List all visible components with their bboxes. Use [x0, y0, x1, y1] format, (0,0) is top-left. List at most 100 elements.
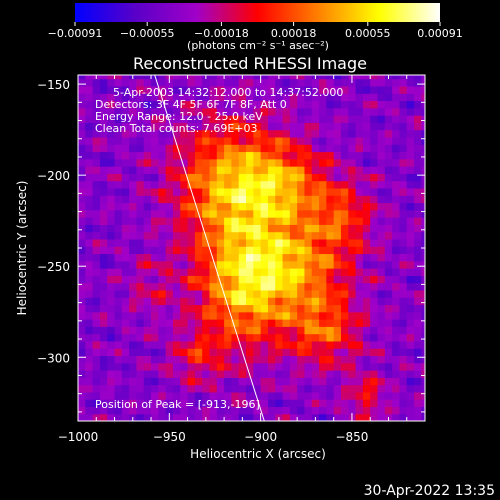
- heatmap-cell: [172, 326, 181, 335]
- heatmap-cell: [282, 173, 291, 182]
- heatmap-cell: [377, 93, 386, 102]
- heatmap-cell: [377, 399, 386, 408]
- heatmap-cell: [194, 268, 203, 276]
- heatmap-cell: [92, 187, 101, 196]
- heatmap-cell: [289, 391, 298, 400]
- heatmap-cell: [348, 93, 357, 102]
- heatmap-cell: [172, 166, 181, 174]
- heatmap-cell: [340, 166, 349, 174]
- heatmap-cell: [224, 209, 233, 218]
- heatmap-cell: [421, 173, 425, 182]
- heatmap-cell: [414, 406, 422, 415]
- heatmap-cell: [114, 311, 123, 320]
- heatmap-cell: [282, 297, 291, 306]
- heatmap-cell: [275, 195, 284, 204]
- heatmap-cell: [231, 78, 240, 87]
- heatmap-cell: [406, 340, 415, 349]
- heatmap-cell: [377, 187, 386, 196]
- heatmap-cell: [238, 93, 247, 102]
- heatmap-cell: [333, 268, 342, 276]
- heatmap-cell: [275, 304, 284, 313]
- heatmap-cell: [224, 231, 233, 240]
- heatmap-cell: [158, 268, 167, 276]
- heatmap-cell: [289, 260, 298, 269]
- heatmap-cell: [392, 362, 401, 371]
- heatmap-cell: [99, 195, 108, 204]
- heatmap-cell: [224, 319, 233, 327]
- heatmap-cell: [136, 224, 145, 233]
- heatmap-cell: [136, 75, 145, 80]
- heatmap-cell: [231, 136, 240, 145]
- heatmap-cell: [238, 282, 247, 291]
- heatmap-cell: [260, 187, 269, 196]
- heatmap-cell: [143, 151, 152, 160]
- heatmap-cell: [421, 253, 425, 262]
- heatmap-cell: [151, 173, 159, 182]
- heatmap-cell: [114, 333, 123, 342]
- heatmap-cell: [85, 173, 94, 182]
- heatmap-cell: [414, 289, 422, 298]
- heatmap-cell: [121, 100, 130, 109]
- heatmap-cell: [85, 268, 94, 276]
- heatmap-cell: [209, 151, 218, 160]
- heatmap-cell: [172, 362, 181, 371]
- heatmap-cell: [238, 355, 247, 364]
- heatmap-cell: [224, 202, 233, 211]
- heatmap-cell: [377, 158, 386, 167]
- heatmap-cell: [304, 413, 313, 421]
- heatmap-cell: [107, 93, 116, 102]
- heatmap-cell: [267, 231, 276, 240]
- heatmap-cell: [202, 377, 211, 386]
- heatmap-cell: [194, 231, 203, 240]
- heatmap-cell: [392, 78, 401, 87]
- heatmap-cell: [399, 195, 408, 204]
- heatmap-cell: [333, 238, 342, 247]
- heatmap-cell: [282, 406, 291, 415]
- heatmap-cell: [406, 311, 415, 320]
- heatmap-cell: [99, 268, 108, 276]
- heatmap-cell: [275, 158, 284, 167]
- heatmap-cell: [151, 122, 159, 131]
- heatmap-cell: [129, 340, 138, 349]
- heatmap-cell: [282, 370, 291, 378]
- heatmap-cell: [194, 406, 203, 415]
- heatmap-cell: [187, 304, 196, 313]
- heatmap-cell: [136, 391, 145, 400]
- heatmap-cell: [158, 129, 167, 138]
- heatmap-cell: [384, 85, 393, 94]
- heatmap-cell: [136, 282, 145, 291]
- heatmap-cell: [246, 399, 254, 408]
- heatmap-cell: [99, 93, 108, 102]
- heatmap-cell: [392, 260, 401, 269]
- heatmap-cell: [246, 144, 254, 153]
- heatmap-cell: [260, 180, 269, 189]
- heatmap-cell: [340, 246, 349, 255]
- heatmap-cell: [362, 253, 371, 262]
- heatmap-cell: [165, 297, 174, 306]
- heatmap-cell: [333, 93, 342, 102]
- heatmap-cell: [216, 166, 225, 174]
- heatmap-cell: [304, 187, 313, 196]
- heatmap-cell: [92, 209, 101, 218]
- heatmap-cell: [224, 260, 233, 269]
- heatmap-cell: [304, 85, 313, 94]
- heatmap-cell: [107, 144, 116, 153]
- heatmap-cell: [275, 85, 284, 94]
- heatmap-cell: [421, 246, 425, 255]
- heatmap-cell: [99, 370, 108, 378]
- heatmap-cell: [304, 333, 313, 342]
- heatmap-cell: [216, 260, 225, 269]
- heatmap-cell: [85, 144, 94, 153]
- heatmap-cell: [202, 93, 211, 102]
- heatmap-cell: [209, 304, 218, 313]
- heatmap-cell: [143, 260, 152, 269]
- heatmap-cell: [406, 377, 415, 386]
- heatmap-cell: [362, 406, 371, 415]
- heatmap-cell: [194, 246, 203, 255]
- heatmap-cell: [129, 195, 138, 204]
- heatmap-cell: [406, 275, 415, 284]
- heatmap-cell: [231, 166, 240, 174]
- heatmap-cell: [180, 260, 189, 269]
- heatmap-cell: [340, 406, 349, 415]
- heatmap-cell: [121, 275, 130, 284]
